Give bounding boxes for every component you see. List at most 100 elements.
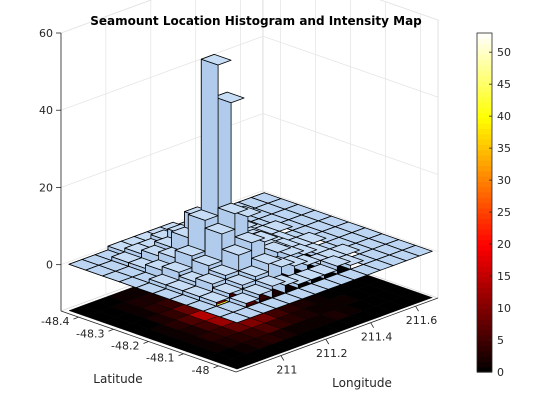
x-tick-mark xyxy=(325,338,330,345)
colorbar-swatch xyxy=(477,176,492,182)
bar-top xyxy=(174,244,206,257)
colorbar-swatch xyxy=(477,223,492,230)
y-axis-label: Latitude xyxy=(93,372,142,386)
colorbar-swatch xyxy=(477,308,492,315)
bar-top xyxy=(213,91,245,104)
z-tick-label: 40 xyxy=(39,104,53,117)
colorbar-swatch xyxy=(477,361,492,368)
colorbar-swatch xyxy=(477,213,492,219)
colorbar-swatch xyxy=(477,181,492,188)
colorbar-swatch xyxy=(477,197,492,204)
colorbar-swatch xyxy=(477,239,492,246)
colorbar-swatch xyxy=(477,234,492,241)
colorbar-swatch xyxy=(477,297,492,304)
y-tick-mark xyxy=(178,353,184,357)
colorbar-swatch xyxy=(477,345,492,352)
y-tick-label: -48.1 xyxy=(146,352,174,365)
colorbar-swatch xyxy=(477,287,492,294)
colorbar-swatch xyxy=(477,350,492,357)
x-tick-mark xyxy=(280,355,285,361)
bar-top xyxy=(208,264,240,276)
bar-top xyxy=(187,209,219,221)
colorbar-swatch xyxy=(477,138,492,145)
chart-title: Seamount Location Histogram and Intensit… xyxy=(90,14,422,28)
grid-line xyxy=(379,0,439,21)
colorbar-swatch xyxy=(477,59,492,66)
colorbar-swatch xyxy=(477,334,492,341)
x-tick-label: 211.2 xyxy=(316,347,348,360)
colorbar-swatch xyxy=(477,319,492,325)
colorbar-swatch xyxy=(477,260,492,267)
grid-line xyxy=(262,190,439,253)
colorbar-frame xyxy=(476,32,493,373)
y-tick-mark xyxy=(108,328,114,332)
bar-top xyxy=(241,283,273,296)
bar-top xyxy=(161,261,193,273)
colorbar: 0 5 10 15 20 25 30 35 40 45 50 xyxy=(476,32,511,379)
x-tick-mark xyxy=(415,306,419,312)
z-tick-label: 0 xyxy=(46,259,53,272)
grid-line xyxy=(262,113,439,175)
bar-top xyxy=(195,273,227,285)
colorbar-tick-label: 10 xyxy=(497,302,511,315)
colorbar-tick-label: 15 xyxy=(497,270,511,283)
colorbar-tick-label: 25 xyxy=(497,206,511,219)
colorbar-swatch xyxy=(477,154,492,161)
bar-top xyxy=(260,241,292,253)
colorbar-tick-label: 20 xyxy=(497,238,511,251)
bar-top xyxy=(199,291,230,303)
colorbar-swatch xyxy=(477,48,492,55)
colorbar-swatch xyxy=(477,292,492,299)
colorbar-swatch xyxy=(477,91,492,98)
colorbar-swatch xyxy=(477,207,492,214)
colorbar-swatch xyxy=(477,43,492,50)
bar-top xyxy=(191,254,223,267)
histogram-bar xyxy=(148,273,180,290)
colorbar-tick-label: 30 xyxy=(497,174,511,187)
colorbar-swatch xyxy=(477,149,492,156)
colorbar-tick-label: 50 xyxy=(497,46,511,59)
y-tick-mark xyxy=(73,316,79,320)
colorbar-swatch xyxy=(477,123,492,129)
histogram-bar xyxy=(219,311,251,324)
colorbar-swatch xyxy=(477,144,492,151)
colorbar-swatch xyxy=(477,244,492,251)
y-tick-label: -48.2 xyxy=(111,340,139,353)
colorbar-swatch xyxy=(477,70,492,76)
x-tick-mark xyxy=(370,322,375,328)
colorbar-swatch xyxy=(477,38,492,45)
colorbar-swatch xyxy=(477,160,492,167)
colorbar-swatch xyxy=(477,96,492,103)
colorbar-swatch xyxy=(477,191,492,198)
colorbar-swatch xyxy=(477,117,492,124)
colorbar-swatch xyxy=(477,366,492,373)
colorbar-swatch xyxy=(477,128,492,135)
colorbar-tick-label: 0 xyxy=(497,366,504,379)
colorbar-tick-label: 35 xyxy=(497,142,511,155)
colorbar-swatch xyxy=(477,170,492,177)
bar-top xyxy=(221,244,253,256)
bar-top xyxy=(234,231,266,244)
colorbar-swatch xyxy=(477,165,492,172)
colorbar-swatch xyxy=(477,266,492,272)
y-tick-label: -48.3 xyxy=(76,327,104,340)
z-tick-label: 20 xyxy=(39,181,53,194)
grid-line xyxy=(60,0,153,34)
colorbar-swatch xyxy=(477,85,492,92)
colorbar-swatch xyxy=(477,281,492,288)
bar-top xyxy=(228,292,260,304)
colorbar-swatch xyxy=(477,250,492,257)
colorbar-swatch xyxy=(477,228,492,235)
colorbar-swatch xyxy=(477,356,492,363)
histogram-bar xyxy=(135,282,167,294)
bar-top xyxy=(212,282,243,295)
colorbar-swatch xyxy=(477,107,492,114)
x-tick-label: 211.6 xyxy=(406,314,438,327)
bar-top xyxy=(219,311,251,324)
colorbar-swatch xyxy=(477,202,492,209)
histogram-bars xyxy=(68,54,433,324)
bar-top xyxy=(200,54,232,66)
x-axis-label: Longitude xyxy=(332,376,392,390)
colorbar-tick-label: 5 xyxy=(497,334,504,347)
